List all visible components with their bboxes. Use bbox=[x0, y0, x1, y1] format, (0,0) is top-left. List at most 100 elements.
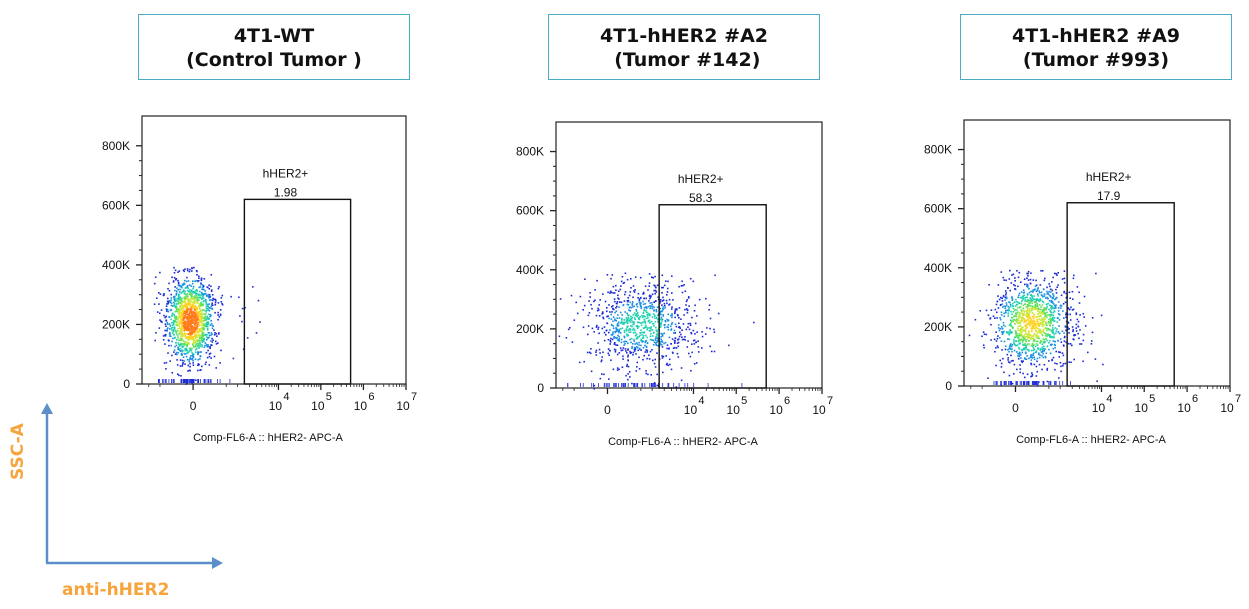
scatter-point bbox=[1030, 363, 1033, 366]
scatter-point bbox=[1022, 289, 1025, 291]
scatter-point bbox=[176, 322, 179, 325]
scatter-point bbox=[191, 290, 194, 293]
scatter-point bbox=[1038, 318, 1041, 320]
scatter-point bbox=[1062, 310, 1064, 312]
scatter-point bbox=[1060, 307, 1062, 309]
scatter-point bbox=[168, 316, 170, 318]
scatter-point bbox=[636, 343, 639, 345]
scatter-point bbox=[999, 317, 1001, 319]
scatter-point bbox=[1046, 369, 1048, 371]
scatter-point bbox=[644, 344, 646, 347]
scatter-point bbox=[1002, 332, 1004, 334]
scatter-point bbox=[201, 294, 203, 296]
scatter-point bbox=[177, 282, 180, 285]
scatter-point bbox=[180, 309, 182, 311]
scatter-point bbox=[1007, 315, 1009, 317]
scatter-point bbox=[188, 316, 191, 318]
scatter-point bbox=[657, 318, 659, 321]
scatter-point bbox=[207, 321, 210, 323]
scatter-point bbox=[1044, 338, 1046, 341]
scatter-point bbox=[613, 343, 616, 346]
scatter-point bbox=[1050, 321, 1052, 323]
scatter-point bbox=[1008, 346, 1011, 349]
scatter-point bbox=[1000, 314, 1003, 316]
scatter-point bbox=[166, 300, 169, 303]
scatter-point bbox=[684, 336, 686, 338]
scatter-point bbox=[1056, 321, 1059, 323]
scatter-point bbox=[165, 368, 167, 370]
scatter-point bbox=[633, 317, 636, 319]
scatter-point bbox=[636, 336, 639, 338]
scatter-point bbox=[1023, 310, 1026, 313]
scatter-point bbox=[211, 341, 214, 343]
scatter-point bbox=[179, 359, 182, 361]
scatter-point bbox=[650, 333, 652, 335]
x-tick-exponent: 4 bbox=[283, 391, 289, 403]
scatter-point bbox=[1036, 370, 1039, 373]
scatter-point bbox=[182, 269, 185, 271]
scatter-point bbox=[624, 291, 627, 293]
scatter-point bbox=[631, 347, 633, 350]
scatter-point bbox=[1007, 361, 1010, 363]
scatter-point bbox=[185, 348, 187, 351]
scatter-point bbox=[616, 330, 618, 333]
scatter-point bbox=[1019, 312, 1021, 314]
scatter-point bbox=[205, 311, 207, 313]
scatter-point bbox=[1031, 337, 1034, 339]
scatter-point bbox=[1012, 302, 1014, 305]
scatter-point bbox=[1032, 323, 1035, 325]
scatter-point bbox=[197, 342, 199, 345]
scatter-point bbox=[1024, 303, 1026, 305]
scatter-point bbox=[656, 352, 658, 354]
scatter-point bbox=[625, 350, 627, 352]
scatter-point bbox=[677, 314, 679, 317]
scatter-point bbox=[996, 317, 998, 319]
scatter-point bbox=[1019, 342, 1021, 345]
scatter-point bbox=[629, 327, 631, 330]
scatter-point bbox=[1031, 291, 1034, 293]
scatter-point bbox=[664, 326, 666, 329]
scatter-point bbox=[191, 306, 193, 309]
scatter-point bbox=[1071, 326, 1074, 328]
scatter-point bbox=[1020, 327, 1023, 330]
scatter-point bbox=[1018, 325, 1021, 327]
scatter-point bbox=[1002, 324, 1005, 327]
scatter-point bbox=[193, 298, 196, 300]
scatter-point bbox=[1035, 340, 1038, 343]
scatter-point bbox=[987, 377, 989, 379]
scatter-point bbox=[1041, 317, 1043, 320]
scatter-point bbox=[646, 313, 649, 316]
scatter-point bbox=[239, 315, 241, 317]
scatter-point bbox=[621, 275, 624, 278]
scatter-point bbox=[178, 313, 180, 316]
scatter-point bbox=[1009, 269, 1011, 272]
scatter-point bbox=[192, 303, 195, 305]
scatter-point bbox=[619, 332, 622, 334]
scatter-point bbox=[626, 333, 629, 336]
scatter-point bbox=[1003, 340, 1006, 343]
scatter-point bbox=[204, 325, 206, 327]
scatter-point bbox=[178, 297, 180, 299]
scatter-point bbox=[605, 329, 608, 332]
scatter-point bbox=[683, 284, 685, 286]
scatter-point bbox=[651, 349, 653, 351]
scatter-point bbox=[173, 327, 176, 330]
scatter-point bbox=[631, 321, 634, 323]
scatter-point bbox=[193, 307, 196, 309]
scatter-point bbox=[176, 339, 178, 341]
scatter-point bbox=[195, 316, 197, 318]
scatter-point bbox=[1036, 318, 1039, 321]
scatter-point bbox=[651, 339, 653, 341]
scatter-point bbox=[1035, 334, 1037, 336]
scatter-point bbox=[627, 300, 629, 303]
scatter-point bbox=[1014, 280, 1016, 282]
scatter-point bbox=[1003, 279, 1005, 281]
scatter-point bbox=[186, 324, 189, 327]
scatter-point bbox=[246, 337, 249, 339]
scatter-point bbox=[194, 358, 197, 361]
scatter-point bbox=[609, 343, 611, 345]
scatter-point bbox=[1046, 334, 1048, 336]
scatter-point bbox=[1009, 361, 1011, 364]
scatter-point bbox=[1010, 282, 1013, 284]
